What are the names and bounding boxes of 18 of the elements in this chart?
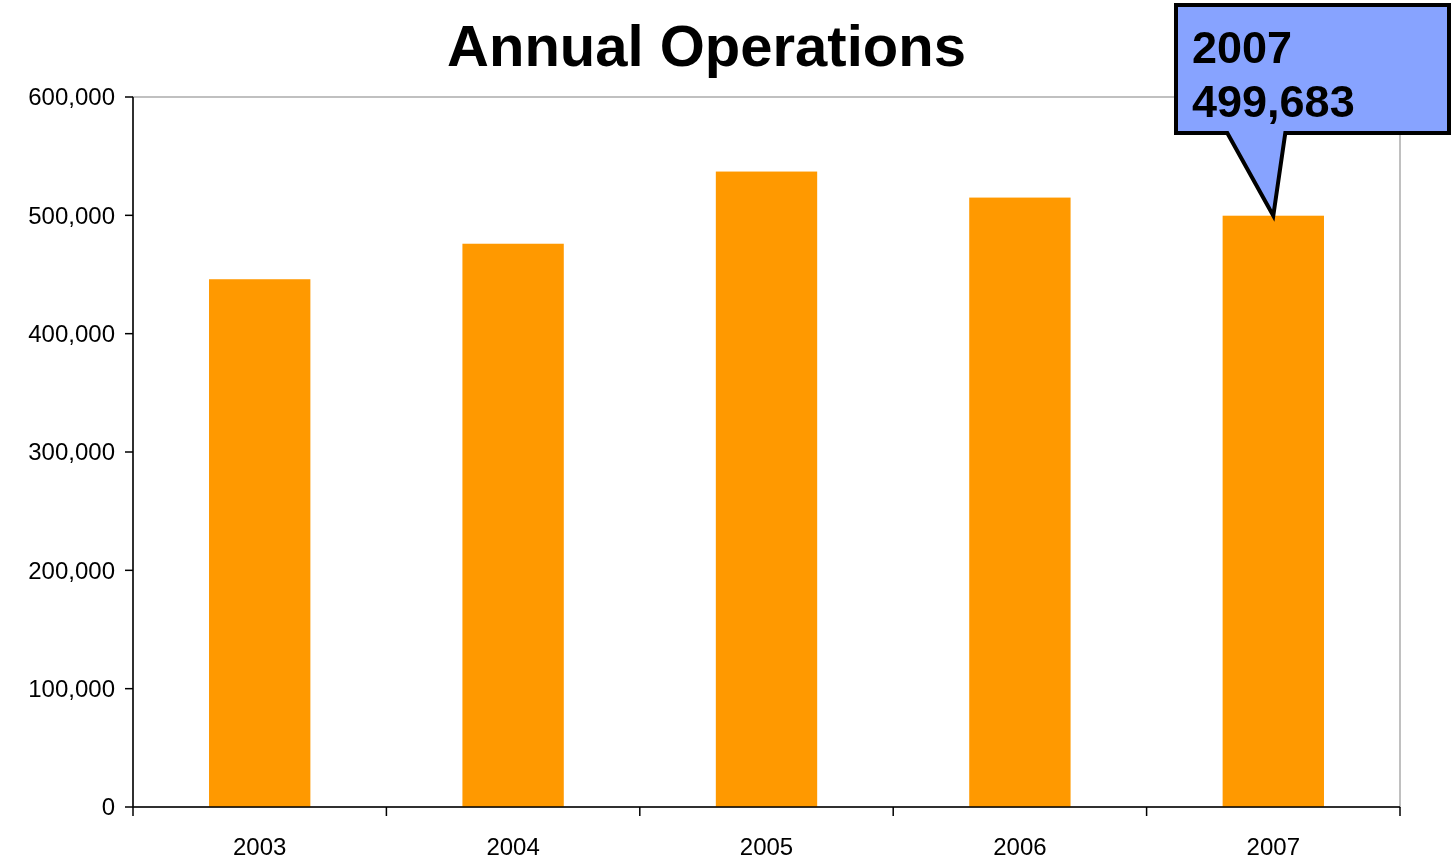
y-tick-label: 500,000 <box>28 201 115 229</box>
bar <box>462 243 564 807</box>
x-tick-label: 2005 <box>739 833 794 860</box>
y-tick-label: 300,000 <box>28 438 115 466</box>
y-tick-label: 600,000 <box>28 83 115 111</box>
x-tick-label: 2003 <box>233 833 287 860</box>
y-tick-label: 200,000 <box>28 556 115 584</box>
chart-title: Annual Operations <box>447 13 966 78</box>
bar <box>209 279 311 807</box>
x-tick-label: 2006 <box>993 833 1047 860</box>
x-tick-label: 2004 <box>486 833 540 860</box>
annotation: 2007 499,683 <box>1192 22 1355 127</box>
bar <box>715 171 818 807</box>
y-tick-label: 100,000 <box>28 675 115 703</box>
y-tick-label: 0 <box>101 793 115 821</box>
y-tick-label: 400,000 <box>28 320 115 348</box>
x-tick-label: 2007 <box>1246 833 1300 860</box>
bar <box>969 197 1071 807</box>
